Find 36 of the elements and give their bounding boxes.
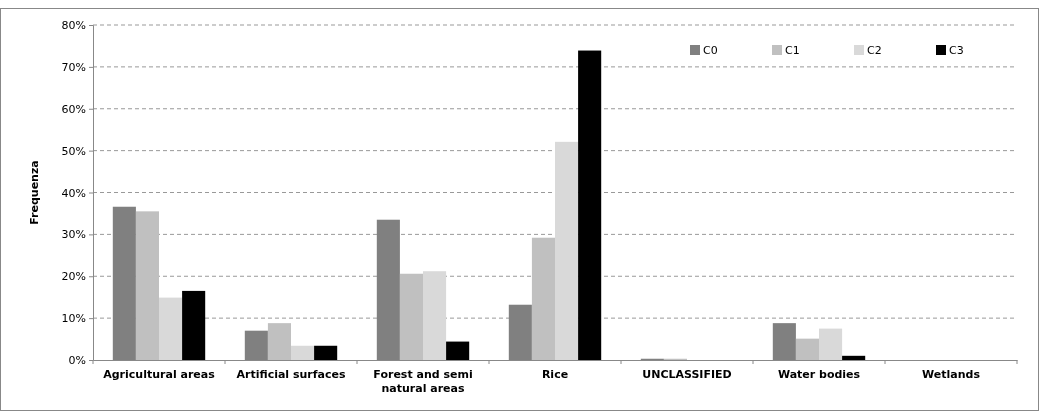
- y-tick-label: 0%: [68, 354, 86, 368]
- legend-label: C1: [785, 44, 800, 57]
- y-tick-label: 70%: [61, 60, 86, 74]
- bar: [531, 237, 555, 360]
- x-tick-label: Rice: [541, 367, 569, 381]
- y-tick-label: 60%: [61, 102, 86, 116]
- bar: [135, 211, 159, 360]
- bar: [555, 141, 579, 360]
- legend-label: C2: [867, 44, 882, 57]
- bar: [819, 328, 843, 360]
- bar: [182, 290, 206, 360]
- y-tick-label: 50%: [61, 144, 86, 158]
- bar: [423, 271, 447, 360]
- bar: [446, 341, 470, 360]
- x-tick-label: Wetlands: [922, 367, 981, 381]
- x-tick-label: Water bodies: [777, 367, 861, 381]
- bar: [842, 355, 866, 360]
- x-tick-label: Forest and semi natural areas: [373, 367, 473, 396]
- bar: [795, 338, 819, 360]
- bar: [159, 297, 183, 360]
- y-tick-label: 20%: [61, 270, 86, 284]
- bar: [267, 323, 291, 360]
- y-tick-label: 10%: [61, 312, 86, 326]
- y-axis-title: Frequenza: [28, 160, 41, 225]
- y-tick-label: 80%: [61, 19, 86, 33]
- legend-label: C3: [949, 44, 964, 57]
- bar: [314, 345, 338, 360]
- y-tick-label: 30%: [61, 228, 86, 242]
- x-tick-label: UNCLASSIFIED: [642, 367, 732, 381]
- x-tick-label: Agricultural areas: [103, 367, 216, 381]
- legend-label: C0: [703, 44, 718, 57]
- bar: [578, 50, 602, 360]
- bar: [291, 345, 315, 360]
- x-tick-label: Artificial surfaces: [236, 367, 346, 381]
- y-tick-label: 40%: [61, 186, 86, 200]
- bar: [399, 273, 423, 360]
